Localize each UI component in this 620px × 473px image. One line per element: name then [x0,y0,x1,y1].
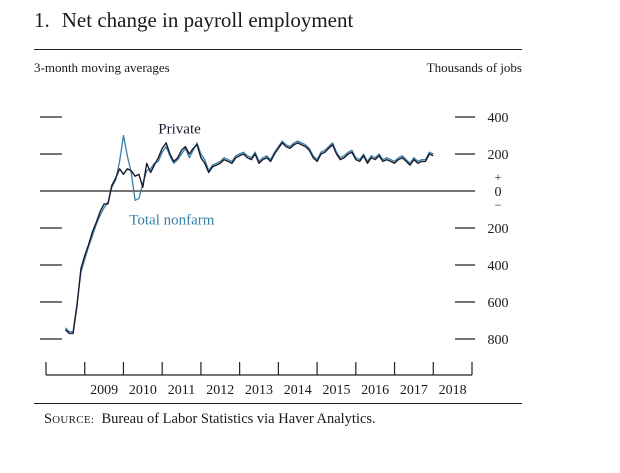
y-tick-label: 400 [488,111,509,126]
x-tick-label: 2009 [90,383,118,398]
bottom-rule [34,403,522,404]
zero-label: 0 [495,185,502,200]
series-label-private: Private [158,122,201,138]
source-text: Bureau of Labor Statistics via Haver Ana… [101,411,376,427]
y-tick-label: 200 [488,222,509,237]
x-tick-label: 2011 [168,383,195,398]
x-tick-label: 2013 [245,383,273,398]
source-note: SOURCE: Bureau of Labor Statistics via H… [44,411,376,428]
minus-sign: − [495,198,502,212]
figure-title-text: Net change in payroll employment [61,8,354,32]
x-tick-label: 2010 [129,383,157,398]
series-line-private [64,142,434,335]
x-tick-label: 2017 [400,383,428,398]
figure-number: 1. [34,8,50,32]
x-tick-label: 2018 [439,383,467,398]
source-label: SOURCE: [44,411,95,427]
y-tick-label: 200 [488,148,509,163]
subtitle-right: Thousands of jobs [426,60,522,75]
top-rule [34,49,522,50]
x-tick-label: 2016 [361,383,389,398]
y-tick-label: 800 [488,333,509,348]
series-label-total-nonfarm: Total nonfarm [129,212,215,228]
subtitle-left: 3-month moving averages [34,60,170,75]
x-tick-label: 2015 [322,383,350,398]
figure-title: 1. Net change in payroll employment [34,8,353,33]
x-tick-label: 2012 [206,383,234,398]
y-tick-label: 400 [488,259,509,274]
y-tick-label: 600 [488,296,509,311]
plus-sign: + [495,170,502,184]
series-line-total-nonfarm [64,134,434,333]
x-tick-label: 2014 [284,383,312,398]
